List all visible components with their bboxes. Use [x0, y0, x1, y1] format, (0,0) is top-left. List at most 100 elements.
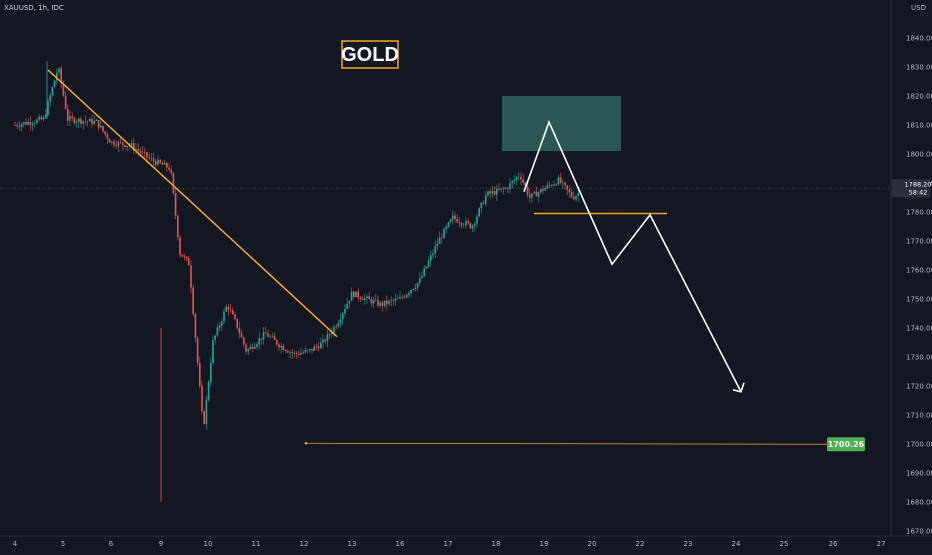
candle-body: [95, 119, 98, 121]
candle-body: [339, 319, 342, 324]
candle-body: [269, 336, 271, 338]
candle-body: [71, 116, 73, 119]
candle-body: [18, 126, 21, 127]
candle-body: [73, 118, 76, 123]
candle-body: [168, 167, 170, 170]
candle-body: [234, 314, 236, 319]
candle-body: [115, 145, 117, 147]
time-tick-label: 19: [540, 540, 549, 548]
candle-body: [456, 218, 458, 223]
candle-body: [141, 151, 144, 153]
candle-body: [86, 121, 89, 122]
candle-body: [172, 173, 175, 194]
candle-body: [544, 188, 546, 191]
resistance-zone[interactable]: [502, 96, 621, 152]
time-tick-label: 11: [252, 540, 261, 548]
candle-body: [381, 302, 384, 306]
candle-body: [14, 125, 16, 126]
candle-body: [331, 332, 333, 335]
candle-body: [256, 344, 258, 347]
candle-body: [540, 189, 542, 193]
candle-body: [89, 118, 91, 122]
candle-body: [515, 177, 518, 180]
target-line-anchor[interactable]: [304, 441, 308, 445]
candle-body: [328, 333, 331, 335]
candle-body: [438, 237, 441, 244]
candle-body: [575, 195, 577, 200]
candle-body: [507, 188, 509, 189]
price-tick-label: 1730.00: [906, 354, 932, 362]
candle-body: [212, 340, 214, 363]
price-axis[interactable]: 1670.00 1680.00 1690.00 1700.00 1710.00 1720.…: [906, 35, 932, 536]
candle-body: [80, 118, 82, 124]
projection-arrow-path[interactable]: [523, 119, 742, 393]
candle-body: [199, 362, 201, 386]
candle-body: [276, 339, 278, 345]
candle-body: [289, 351, 291, 353]
candle-body: [47, 101, 49, 115]
candle-body: [254, 346, 256, 349]
candle-body: [315, 346, 318, 348]
candle-body: [511, 180, 513, 184]
descending-trendline[interactable]: [47, 69, 338, 338]
price-tick-label: 1780.00: [906, 209, 932, 217]
time-tick-label: 20: [588, 540, 597, 548]
candle-body: [126, 145, 128, 148]
candle-body: [555, 184, 557, 185]
candle-body: [471, 225, 474, 229]
candle-body: [454, 215, 456, 219]
candle-body: [416, 282, 419, 288]
candle-body: [210, 362, 212, 383]
gold-title-box[interactable]: [341, 40, 399, 69]
candle-body: [216, 327, 219, 336]
candle-body: [392, 300, 395, 301]
candle-body: [205, 399, 208, 424]
time-tick-label: 13: [348, 540, 357, 548]
candle-body: [163, 162, 166, 165]
candle-body: [300, 353, 302, 355]
candle-body: [436, 243, 439, 247]
candle-body: [166, 162, 168, 168]
candle-body: [500, 188, 502, 190]
candle-body: [357, 291, 359, 298]
candle-body: [124, 145, 126, 148]
candle-body: [311, 348, 313, 351]
candle-body: [394, 298, 397, 301]
candle-body: [504, 188, 507, 189]
candle-body: [364, 297, 366, 301]
candle-body: [432, 253, 434, 256]
currency-label: USD: [911, 4, 926, 12]
candle-body: [295, 353, 298, 354]
candle-body: [102, 125, 104, 132]
candle-body: [183, 256, 186, 258]
gold-title-text: GOLD: [341, 44, 399, 66]
candle-body: [69, 116, 71, 121]
candle-body: [16, 125, 18, 127]
candle-body: [304, 350, 307, 353]
arrow-head-icon: [732, 382, 745, 393]
candle-body: [410, 290, 412, 294]
candle-body: [203, 411, 205, 424]
candle-body: [548, 185, 551, 186]
candle-body: [346, 303, 348, 309]
time-tick-label: 12: [300, 540, 309, 548]
candle-body: [452, 215, 454, 220]
candle-body: [498, 188, 500, 190]
candle-body: [155, 161, 157, 165]
candle-body: [146, 152, 148, 158]
candle-body: [496, 188, 498, 195]
candle-body: [170, 169, 172, 174]
candle-body: [177, 215, 179, 238]
time-axis[interactable]: 4 5 6 9 10 11 12 13 16 17 18 19 20 22 23 24 25 26 27: [13, 540, 886, 548]
candle-body: [97, 119, 100, 128]
candle-body: [390, 300, 392, 301]
candle-body: [27, 121, 29, 125]
candle-body: [443, 228, 445, 239]
price-tick-label: 1720.00: [906, 383, 932, 391]
candle-body: [67, 108, 69, 121]
candle-body: [75, 121, 78, 123]
target-line[interactable]: [305, 442, 831, 445]
candle-body: [38, 117, 40, 120]
